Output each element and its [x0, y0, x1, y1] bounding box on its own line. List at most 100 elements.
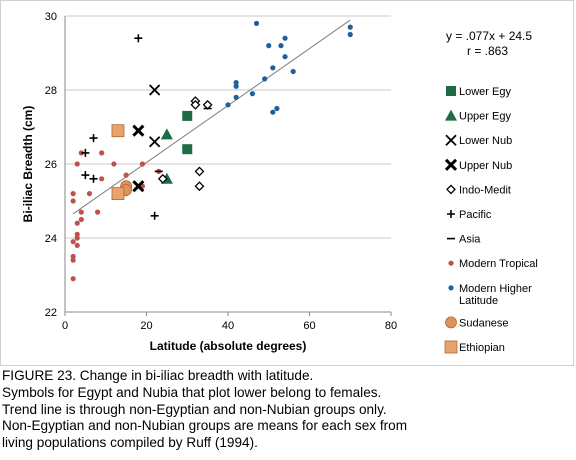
data-point — [278, 43, 284, 49]
data-point — [89, 134, 98, 143]
y-tick-label: 30 — [45, 11, 57, 23]
data-point — [139, 161, 146, 167]
chart-frame — [0, 0, 574, 366]
data-point — [78, 216, 84, 223]
data-point — [99, 176, 105, 182]
data-point — [253, 20, 260, 26]
legend-icon — [444, 158, 458, 171]
legend-icon — [445, 109, 457, 121]
data-point — [74, 161, 80, 167]
data-point — [202, 99, 213, 110]
legend-icon — [444, 340, 458, 354]
data-point — [86, 191, 93, 197]
caption-line: Non-Egyptian and non-Nubian groups are m… — [2, 418, 408, 434]
legend-icon — [446, 86, 456, 96]
data-point — [70, 253, 76, 260]
legend-label: Latitude — [459, 295, 498, 307]
data-point — [182, 144, 193, 155]
y-tick-label: 22 — [45, 307, 57, 319]
data-point — [150, 211, 159, 220]
legend-icon — [446, 184, 456, 195]
data-point — [111, 187, 125, 201]
data-point — [81, 148, 90, 157]
x-tick-label: 0 — [62, 320, 68, 332]
data-point — [190, 99, 201, 110]
caption-line: Symbols for Egypt and Nubia that plot lo… — [2, 384, 382, 400]
data-point — [134, 34, 143, 43]
caption-line: FIGURE 23. Change in bi-iliac breadth wi… — [2, 368, 314, 383]
data-point — [74, 242, 80, 248]
data-point — [70, 198, 76, 204]
y-tick-label: 24 — [45, 233, 57, 245]
data-point — [132, 124, 145, 137]
data-point — [233, 83, 239, 89]
data-point — [111, 161, 117, 167]
data-point — [132, 180, 145, 193]
caption-line: Trend line is through non-Egyptian and n… — [2, 401, 387, 417]
data-point — [123, 172, 129, 178]
data-point — [111, 124, 125, 138]
caption-line: living populations compiled by Ruff (199… — [2, 435, 258, 451]
legend-label: Upper Nub — [459, 160, 512, 172]
data-point — [74, 220, 80, 226]
data-point — [270, 65, 276, 71]
trend-line — [72, 19, 351, 215]
legend-icon — [445, 316, 457, 329]
legend-icon — [447, 210, 455, 218]
data-point — [70, 276, 76, 282]
data-point — [149, 136, 161, 148]
data-point — [262, 76, 268, 82]
data-point — [249, 91, 256, 97]
x-tick-label: 60 — [303, 320, 315, 332]
data-point — [266, 43, 272, 49]
data-point — [149, 84, 161, 96]
data-point — [290, 68, 296, 75]
data-point — [347, 24, 353, 30]
trend-equation: y = .077x + 24.5 — [446, 29, 532, 43]
data-point — [182, 110, 193, 121]
x-tick-label: 20 — [140, 320, 152, 332]
data-point — [81, 171, 90, 180]
data-point — [282, 54, 288, 60]
scatter-chart: 22 24 26 28 30 0 20 40 60 80 Latitude (absolute de… — [21, 11, 538, 354]
data-point — [99, 150, 105, 156]
data-point — [74, 235, 80, 241]
legend-label: Indo-Medit — [459, 184, 511, 196]
data-point — [70, 191, 76, 197]
x-tick-label: 80 — [385, 320, 397, 332]
legend-label: Upper Egy — [459, 111, 511, 123]
legend-label: Modern Higher — [459, 283, 532, 295]
legend-icon — [448, 260, 454, 266]
data-point — [233, 94, 239, 100]
data-point — [157, 173, 168, 184]
data-point — [70, 257, 76, 263]
data-point — [194, 166, 205, 177]
data-point — [347, 31, 353, 38]
x-tick-label: 40 — [222, 320, 234, 332]
data-point — [78, 150, 84, 156]
data-point — [70, 239, 76, 245]
data-point — [95, 209, 101, 215]
data-point — [160, 128, 173, 140]
correlation-value: r = .863 — [467, 44, 508, 58]
data-point — [274, 105, 280, 112]
legend-label: Modern Tropical — [459, 258, 538, 270]
y-tick-label: 26 — [45, 159, 57, 171]
legend-icon — [445, 134, 457, 146]
data-point — [282, 35, 288, 41]
x-axis-title: Latitude (absolute degrees) — [150, 339, 307, 353]
legend-label: Pacific — [459, 209, 492, 221]
figure-caption: FIGURE 23. Change in bi-iliac breadth wi… — [2, 368, 572, 452]
data-point — [194, 181, 205, 192]
y-axis-title: Bi-iliac Breadth (cm) — [21, 106, 35, 223]
data-point — [74, 231, 80, 237]
data-point — [89, 174, 98, 183]
legend-label: Ethiopian — [459, 342, 505, 354]
data-point — [78, 209, 84, 215]
data-point — [225, 102, 231, 108]
legend-label: Asia — [459, 234, 481, 246]
legend-label: Lower Nub — [459, 135, 512, 147]
y-tick-label: 28 — [45, 85, 57, 97]
legend-label: Lower Egy — [459, 86, 511, 98]
data-point — [233, 80, 239, 86]
